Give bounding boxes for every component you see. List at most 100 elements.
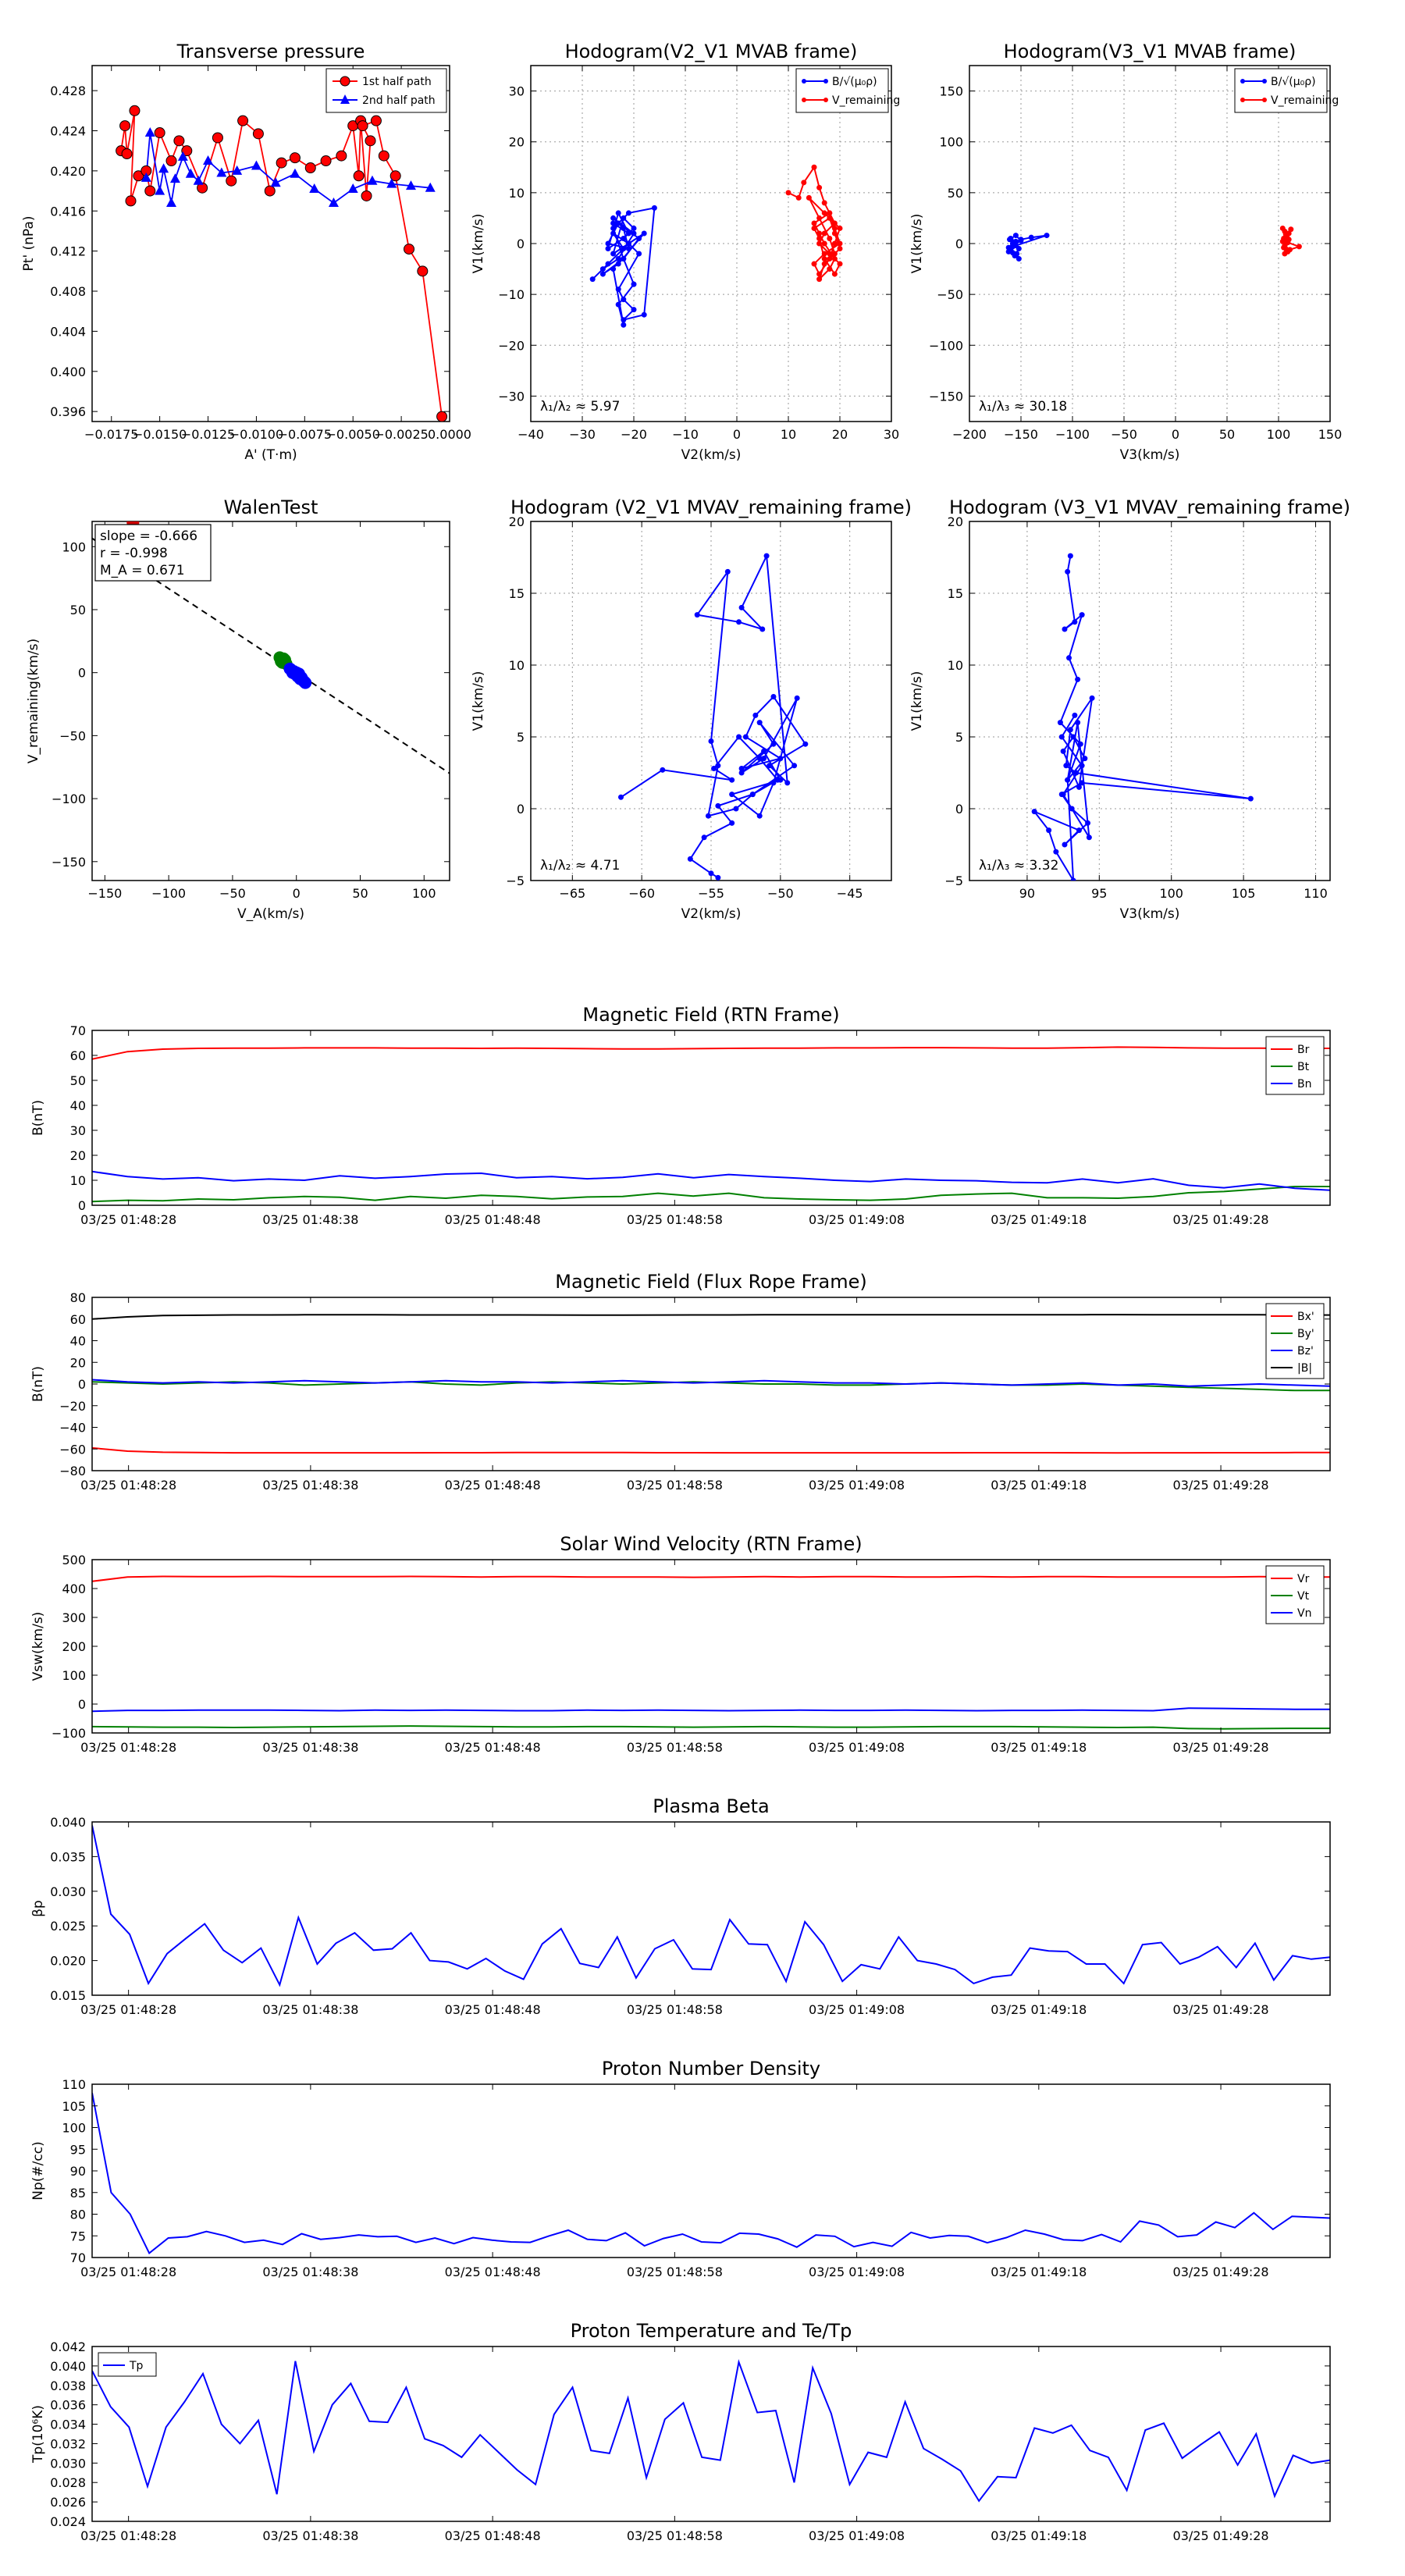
B-point (636, 251, 642, 257)
time-tick-label: 03/25 01:49:28 (1173, 2528, 1269, 2543)
B-trace (592, 207, 656, 326)
y-tick-label: 300 (62, 1610, 86, 1625)
B-point (1018, 237, 1024, 243)
y-tick-label: −30 (498, 389, 525, 404)
y-axis-label: Tp(10⁶K) (30, 2405, 46, 2464)
time-tick-label: 03/25 01:48:28 (80, 2528, 176, 2543)
V-point (1075, 720, 1081, 726)
V-point (1296, 244, 1302, 250)
V-point (1089, 695, 1095, 701)
y-tick-label: −20 (59, 1399, 86, 1414)
B-point (605, 261, 611, 267)
x-tick-label: −0.0150 (133, 427, 187, 442)
V-point (759, 626, 766, 632)
p1-frame (91, 65, 450, 422)
V-point (837, 225, 843, 231)
x-axis-label: V3(km/s) (1120, 906, 1180, 922)
V-point (715, 763, 721, 769)
plot-area (92, 1314, 1330, 1454)
y-tick-label: 95 (70, 2142, 86, 2157)
V-point (831, 271, 838, 277)
y-tick-label: 0.030 (50, 1884, 86, 1899)
V-point (694, 612, 700, 618)
x-tick-label: −150 (87, 886, 122, 901)
plot-area (116, 105, 448, 422)
x-tick-label: 20 (832, 427, 848, 442)
time-tick-label: 03/25 01:48:38 (262, 2265, 358, 2279)
time-tick-label: 03/25 01:49:08 (809, 2265, 905, 2279)
eigenvalue-ratio-label: λ₁/λ₂ ≈ 5.97 (540, 399, 620, 415)
y-tick-label: 0.015 (50, 1988, 86, 2003)
legend-box (795, 68, 889, 113)
V-point (1031, 809, 1037, 815)
B-point (621, 235, 627, 241)
first-half-point (119, 120, 131, 132)
proton-number-density-panel: 03/25 01:48:28 03/25 01:48:38 03/25 01:48:… (30, 2058, 1331, 2279)
y-tick-label: 500 (62, 1553, 86, 1567)
B-point (1012, 233, 1019, 239)
y-tick-label: 60 (70, 1312, 86, 1327)
y-tick-label: 0.428 (50, 84, 86, 98)
first-half-point (304, 162, 316, 174)
legend-label: Vr (1297, 1573, 1310, 1585)
legend-label: By' (1297, 1328, 1314, 1340)
legend-marker (823, 79, 828, 84)
V-point (831, 220, 838, 226)
V-point (816, 271, 823, 277)
B-point (636, 235, 642, 241)
second-half-point (232, 165, 243, 175)
V-point (1070, 877, 1076, 881)
x-tick-label: −55 (698, 886, 724, 901)
V-point (756, 720, 763, 726)
x-tick-label: −0.0100 (229, 427, 283, 442)
x-tick-label: −150 (1004, 427, 1038, 442)
chart-title: Plasma Beta (653, 1795, 769, 1817)
first-half-point (212, 132, 223, 144)
first-half-point (357, 120, 368, 132)
time-tick-label: 03/25 01:48:28 (80, 1740, 176, 1755)
Vt-line (92, 1725, 1330, 1730)
y-tick-label: 0.026 (50, 2495, 86, 2510)
V-point (827, 256, 833, 262)
legend-marker (1262, 79, 1267, 84)
V-point (1285, 240, 1291, 246)
y-tick-label: 0.040 (50, 2359, 86, 2374)
chart-title: Solar Wind Velocity (RTN Frame) (560, 1533, 862, 1555)
first-half-point (361, 190, 372, 201)
V-point (1077, 741, 1083, 747)
time-tick-label: 03/25 01:48:28 (80, 1478, 176, 1493)
time-tick-label: 03/25 01:48:58 (627, 2265, 723, 2279)
y-tick-label: 100 (62, 1668, 86, 1683)
V-point (791, 763, 798, 769)
V-point (711, 765, 717, 771)
legend-label: B/√(μ₀ρ) (832, 76, 877, 88)
magnetic-field-flux-rope-panel: 03/25 01:48:28 03/25 01:48:38 03/25 01:48:… (30, 1271, 1331, 1493)
Tp-line (92, 2359, 1330, 2503)
legend-label: Br (1297, 1044, 1310, 1056)
B-point (631, 225, 637, 231)
legend-label: |B| (1297, 1362, 1312, 1375)
V-point (816, 276, 823, 283)
second-half-point (290, 168, 301, 178)
first-half-point (129, 105, 140, 116)
x-axis-label: V3(km/s) (1120, 447, 1180, 463)
V-point (1079, 780, 1085, 786)
x-tick-label: 100 (1159, 886, 1183, 901)
x-tick-label: −40 (518, 427, 544, 442)
plot-area (92, 1046, 1330, 1203)
B-point (631, 281, 637, 287)
proton-temperature-panel: 03/25 01:48:28 03/25 01:48:38 03/25 01:48:… (30, 2320, 1331, 2543)
B-point (621, 215, 627, 221)
x-tick-label: −30 (569, 427, 596, 442)
V-point (1282, 231, 1289, 237)
walen-test-panel: −150 −100 −50 0 50 100 −150 −100 −50 0 50 100 WalenT… (26, 496, 450, 922)
V-point (1076, 827, 1082, 834)
first-half-point (165, 155, 177, 167)
B-point (610, 230, 617, 237)
x-tick-label: −50 (767, 886, 794, 901)
V-point (738, 765, 745, 771)
V-point (837, 261, 843, 267)
x-tick-label: 95 (1091, 886, 1107, 901)
V-point (618, 794, 624, 800)
x-tick-label: −45 (837, 886, 863, 901)
